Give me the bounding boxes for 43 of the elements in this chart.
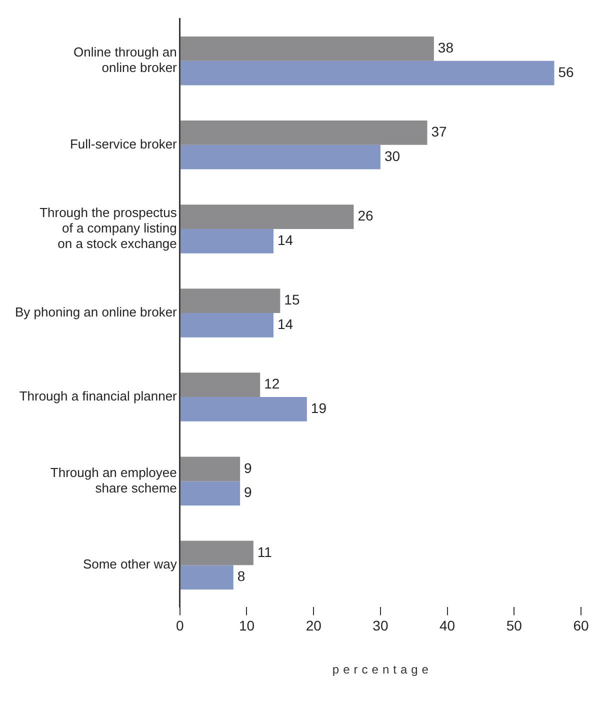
- data-label: 12: [264, 376, 280, 392]
- data-label: 38: [438, 40, 454, 56]
- data-label: 14: [277, 316, 294, 332]
- bar: [180, 565, 234, 590]
- y-tick-label: Some other way: [82, 556, 178, 572]
- y-tick-label: By phoning an online broker: [15, 304, 178, 320]
- bar: [180, 60, 554, 86]
- bar: [180, 481, 240, 506]
- bar: [180, 228, 274, 254]
- x-axis-title: percentage: [332, 662, 432, 676]
- data-label: 11: [257, 544, 272, 560]
- y-tick-label: Full-service broker: [70, 136, 178, 152]
- x-tick-label: 40: [440, 617, 456, 634]
- y-tick-label: Through the prospectus of a company listing on a stock exchange: [40, 204, 178, 252]
- data-label: 19: [310, 400, 327, 416]
- data-label: 56: [558, 64, 574, 80]
- x-tick-label: 20: [306, 617, 322, 634]
- x-tick-label: 0: [176, 617, 184, 634]
- data-label: 26: [358, 208, 374, 224]
- y-tick-label: Through an employee share scheme: [50, 464, 177, 496]
- data-label: 30: [384, 148, 400, 164]
- y-tick-label: Through a financial planner: [19, 388, 178, 404]
- x-tick-label: 50: [506, 617, 522, 634]
- x-tick-label: 60: [573, 617, 589, 634]
- data-label: 9: [244, 460, 252, 476]
- bar: [180, 397, 307, 422]
- bar: [180, 120, 428, 145]
- bar: [180, 204, 354, 229]
- data-label: 37: [431, 124, 448, 140]
- bar: [180, 144, 380, 170]
- x-tick-label: 10: [238, 617, 255, 634]
- data-label: 14: [277, 232, 294, 248]
- bar: [180, 456, 240, 482]
- x-tick-label: 30: [372, 617, 388, 634]
- bar: [180, 372, 260, 398]
- bar: [180, 313, 274, 338]
- bar: [180, 540, 254, 566]
- data-label: 8: [237, 568, 246, 584]
- bar: [180, 36, 434, 61]
- y-tick-label: Online through an online broker: [74, 44, 178, 76]
- bar: [180, 288, 280, 313]
- data-label: 15: [284, 292, 300, 308]
- data-label: 9: [244, 484, 252, 500]
